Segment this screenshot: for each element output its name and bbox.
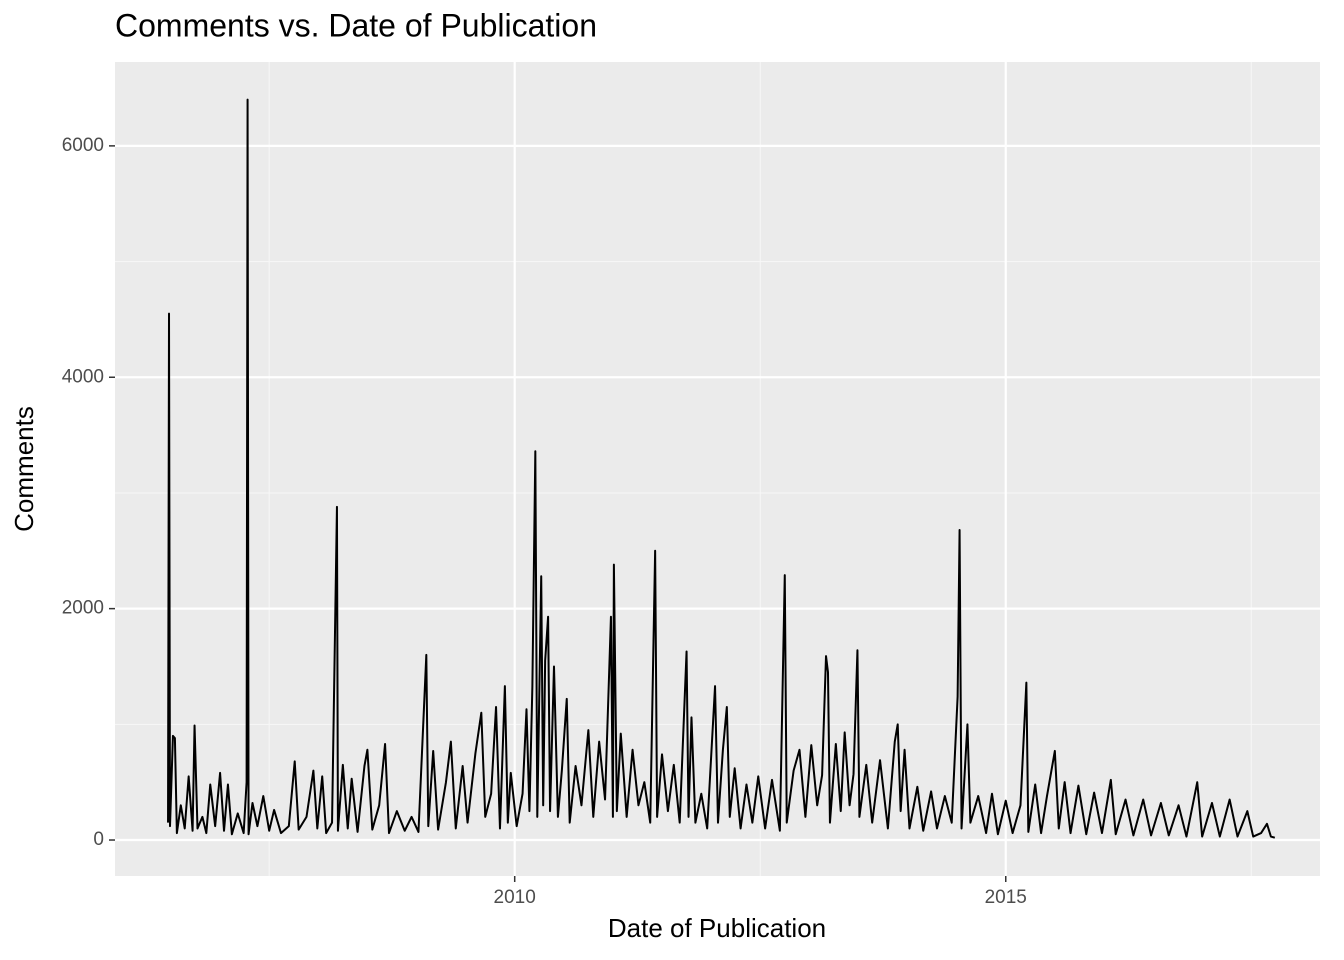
- x-tick-label: 2010: [494, 887, 536, 908]
- panel: [115, 62, 1320, 876]
- y-tick-label: 4000: [62, 366, 104, 387]
- y-tick-label: 2000: [62, 598, 104, 619]
- x-axis-title: Date of Publication: [608, 913, 826, 943]
- y-tick-label: 6000: [62, 135, 104, 156]
- grid: [115, 62, 1320, 876]
- x-tick-label: 2015: [985, 887, 1027, 908]
- y-axis-title: Comments: [9, 406, 39, 532]
- y-tick-label: 0: [93, 829, 104, 850]
- plot: [167, 98, 1276, 839]
- chart-title: Comments vs. Date of Publication: [115, 7, 597, 43]
- data-line: [167, 98, 1276, 839]
